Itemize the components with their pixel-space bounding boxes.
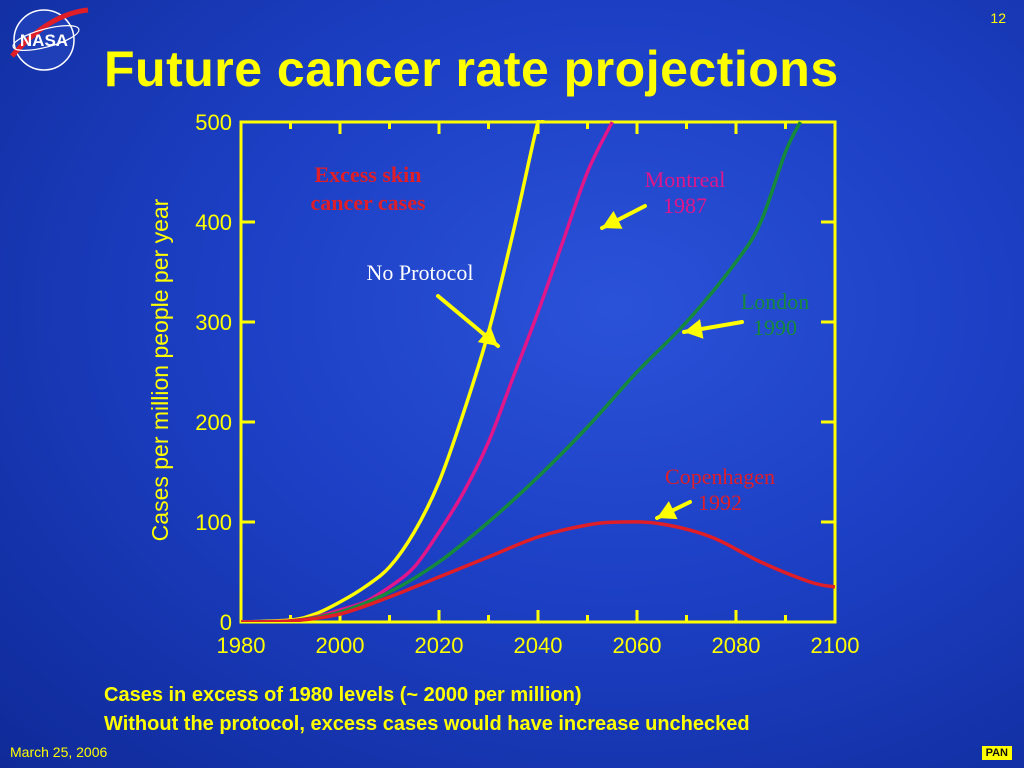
x-tick-label: 2100 — [811, 633, 860, 658]
arrow-head-copenhagen-1992 — [657, 501, 678, 520]
x-tick-label: 2080 — [712, 633, 761, 658]
annotation-title-line: Excess skin — [315, 162, 422, 187]
annotation-title-line: cancer cases — [310, 190, 425, 215]
series-label-london-1990: 1990 — [753, 315, 797, 340]
series-label-copenhagen-1992: Copenhagen — [665, 464, 775, 489]
series-line-london-1990 — [241, 121, 802, 622]
x-tick-label: 2020 — [415, 633, 464, 658]
footnote-baseline: Cases in excess of 1980 levels (~ 2000 p… — [104, 684, 582, 706]
x-tick-label: 2060 — [613, 633, 662, 658]
footer-tag: PAN — [981, 746, 1012, 760]
y-axis-label: Cases per million people per year — [147, 198, 173, 541]
svg-text:NASA: NASA — [20, 31, 68, 50]
series-line-copenhagen-1992 — [241, 520, 835, 622]
x-tick-label: 1980 — [217, 633, 266, 658]
y-tick-label: 100 — [195, 510, 232, 535]
series-label-copenhagen-1992: 1992 — [698, 490, 742, 515]
series-label-no-protocol: No Protocol — [367, 260, 474, 285]
slide-number: 12 — [990, 10, 1006, 26]
x-tick-label: 2000 — [316, 633, 365, 658]
arrow-head-london-1990 — [684, 319, 704, 339]
series-lines — [241, 120, 835, 622]
y-tick-label: 400 — [195, 210, 232, 235]
y-tick-label: 500 — [195, 110, 232, 135]
series-label-montreal-1987: Montreal — [645, 167, 726, 192]
series-label-london-1990: London — [741, 289, 809, 314]
series-label-montreal-1987: 1987 — [663, 193, 707, 218]
x-tick-label: 2040 — [514, 633, 563, 658]
y-tick-label: 0 — [220, 610, 232, 635]
footnote-unchecked: Without the protocol, excess cases would… — [104, 713, 750, 735]
arrow-head-no-protocol — [477, 326, 498, 346]
cancer-projection-chart: 1980 2000 2020 2040 2060 2080 2100 0 100 200 300 40… — [147, 110, 859, 658]
series-line-montreal-1987 — [241, 121, 614, 622]
series-labels: Excess skin cancer cases No Protocol Montre… — [310, 162, 809, 520]
y-tick-label: 300 — [195, 310, 232, 335]
arrow-head-montreal-1987 — [602, 210, 623, 229]
axes: 1980 2000 2020 2040 2060 2080 2100 0 100 200 300 40… — [147, 110, 859, 658]
nasa-logo: NASA — [4, 4, 90, 79]
series-line-no-protocol — [241, 120, 545, 622]
footer-date: March 25, 2006 — [10, 744, 108, 760]
y-tick-label: 200 — [195, 410, 232, 435]
slide-title: Future cancer rate projections — [104, 41, 839, 97]
